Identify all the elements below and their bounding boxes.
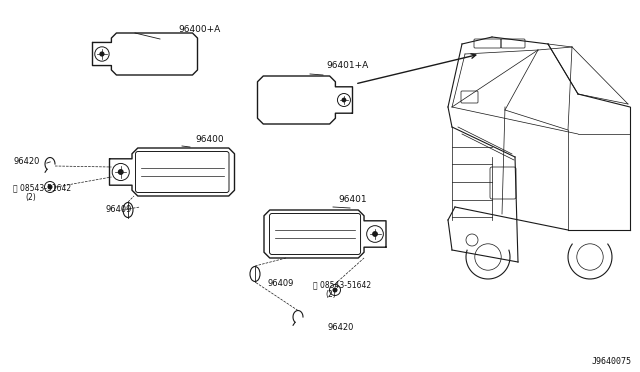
Circle shape <box>342 98 346 102</box>
Text: Ⓢ 08543-51642: Ⓢ 08543-51642 <box>13 183 71 192</box>
Text: 96401+A: 96401+A <box>326 61 368 70</box>
Text: (2): (2) <box>325 290 336 299</box>
Text: 96409: 96409 <box>105 205 131 214</box>
Text: Ⓢ 08543-51642: Ⓢ 08543-51642 <box>313 280 371 289</box>
Text: 96401: 96401 <box>338 195 367 204</box>
Text: (2): (2) <box>25 193 36 202</box>
Text: 96400+A: 96400+A <box>178 25 220 34</box>
Text: 96420: 96420 <box>328 323 355 332</box>
Circle shape <box>48 185 52 189</box>
Text: 96420: 96420 <box>13 157 40 166</box>
Circle shape <box>100 52 104 56</box>
Circle shape <box>333 288 337 292</box>
Circle shape <box>373 232 377 236</box>
Text: 96400: 96400 <box>195 135 223 144</box>
Text: J9640075: J9640075 <box>592 357 632 366</box>
Text: 96409: 96409 <box>267 279 293 288</box>
Circle shape <box>118 170 123 174</box>
